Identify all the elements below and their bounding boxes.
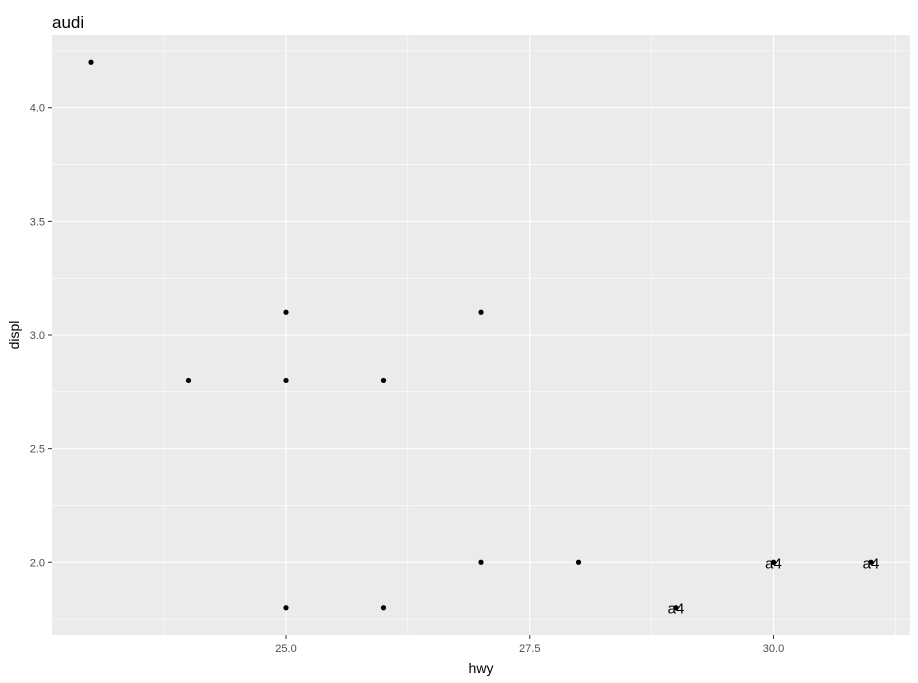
y-tick-label: 3.0	[30, 330, 45, 342]
y-tick-label: 3.5	[30, 216, 45, 228]
data-point	[283, 605, 289, 611]
data-point	[88, 59, 94, 65]
x-tick-label: 30.0	[763, 643, 784, 655]
data-point	[283, 309, 289, 315]
data-point	[380, 377, 387, 384]
data-point	[380, 605, 387, 611]
data-point	[575, 559, 582, 565]
y-tick-label: 2.0	[30, 557, 45, 569]
point-label: a4	[765, 555, 782, 572]
y-tick-label: 4.0	[30, 103, 45, 115]
data-point	[478, 559, 484, 565]
data-point	[770, 559, 777, 565]
chart-title: audi	[52, 13, 84, 32]
grid	[52, 35, 910, 635]
data-point	[868, 559, 874, 565]
x-tick-label: 27.5	[519, 643, 540, 655]
ticks: 25.0 27.5 30.0 2.0 2.5 3.0 3.5 4.0	[30, 103, 785, 655]
data-point	[673, 605, 679, 611]
y-tick-label: 2.5	[30, 444, 45, 456]
point-label: a4	[668, 601, 685, 618]
data-point	[185, 377, 192, 384]
y-axis-title: displ	[6, 321, 22, 350]
x-tick-label: 25.0	[275, 643, 296, 655]
point-label: a4	[863, 555, 880, 572]
data-point	[478, 309, 484, 315]
points: a4 a4 a4	[88, 59, 880, 618]
data-point	[283, 377, 289, 384]
x-axis-title: hwy	[469, 660, 494, 676]
